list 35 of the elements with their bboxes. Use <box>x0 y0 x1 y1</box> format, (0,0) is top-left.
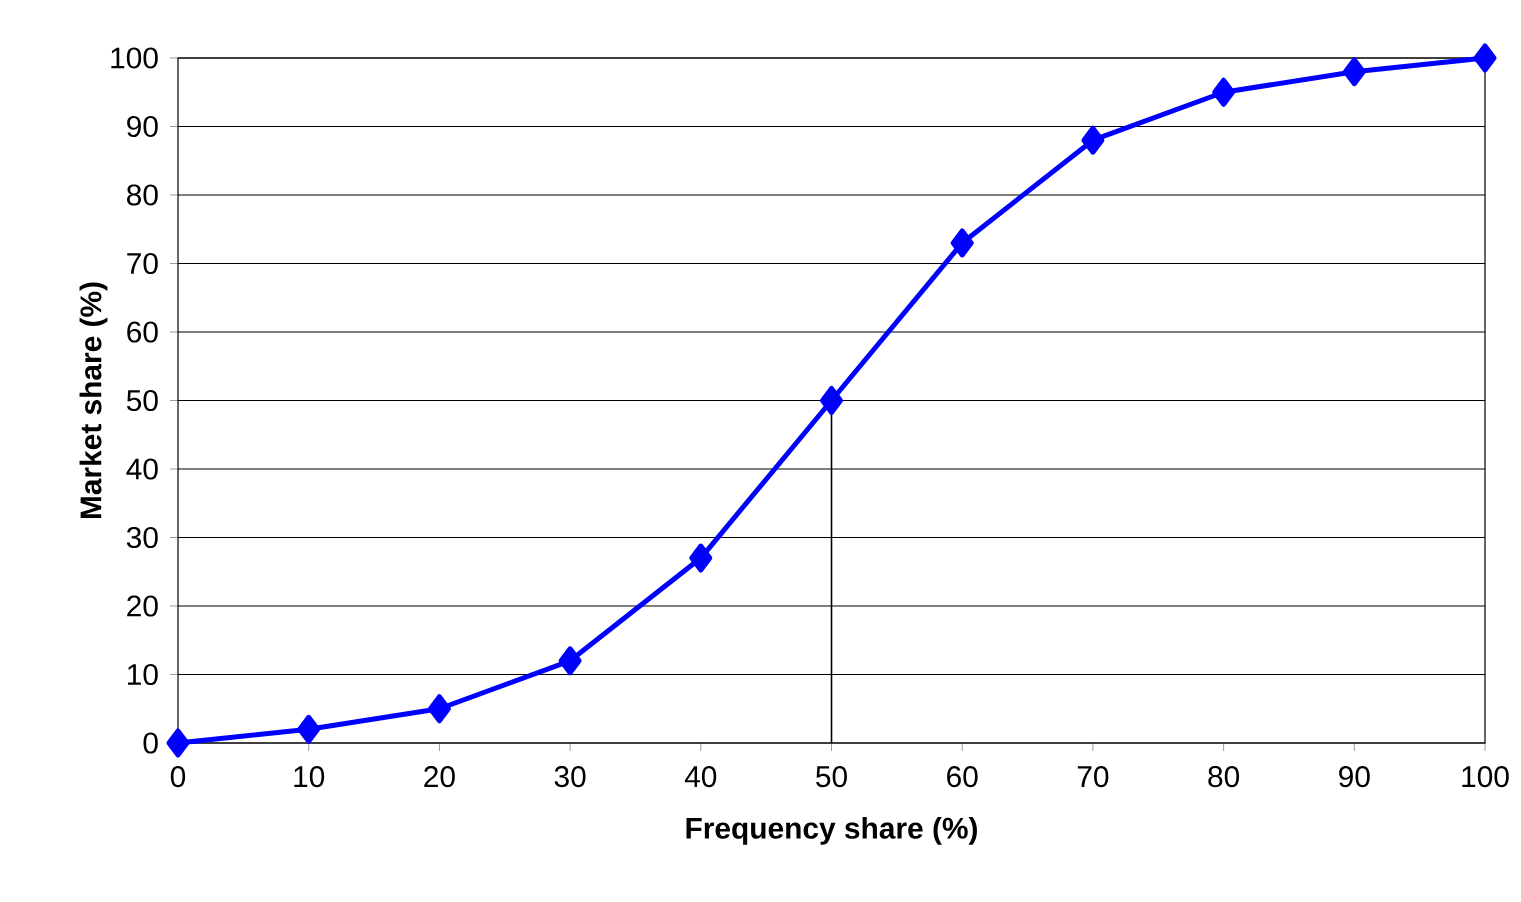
point <box>689 543 713 573</box>
point <box>166 728 190 758</box>
x-axis-title: Frequency share (%) <box>686 816 977 845</box>
x-tick-label: 40 <box>684 766 717 788</box>
x-tick-label: 90 <box>1339 766 1370 788</box>
point <box>427 694 451 724</box>
point <box>820 386 843 415</box>
point <box>950 228 974 258</box>
y-tick-label: 70 <box>127 252 158 275</box>
point <box>1342 57 1366 87</box>
x-tick-label: 0 <box>170 766 186 788</box>
x-tick-label: 100 <box>1462 766 1509 788</box>
point <box>297 714 321 744</box>
x-tick-label: 30 <box>554 766 586 788</box>
y-tick-label: 80 <box>127 184 158 206</box>
y-tick-label: 0 <box>143 732 158 754</box>
x-tick-label: 20 <box>424 766 455 788</box>
x-tick-label: 80 <box>1208 766 1240 788</box>
point <box>1081 125 1105 155</box>
x-tick-label: 10 <box>294 766 325 788</box>
y-tick-label: 40 <box>126 458 158 480</box>
x-tick-label: 70 <box>1077 766 1109 788</box>
y-axis-title: Market share (%) <box>79 282 108 519</box>
point <box>1473 43 1497 73</box>
y-tick-label: 10 <box>128 663 158 686</box>
point <box>558 646 582 676</box>
y-tick-label: 90 <box>127 115 158 138</box>
x-tick-label: 50 <box>816 766 847 788</box>
point <box>1212 77 1236 107</box>
y-tick-label: 60 <box>127 321 158 343</box>
y-tick-label: 50 <box>126 389 158 412</box>
y-tick-label: 30 <box>126 526 158 549</box>
y-tick-label: 100 <box>111 47 158 69</box>
y-tick-label: 20 <box>127 595 158 617</box>
x-tick-label: 60 <box>947 766 978 788</box>
